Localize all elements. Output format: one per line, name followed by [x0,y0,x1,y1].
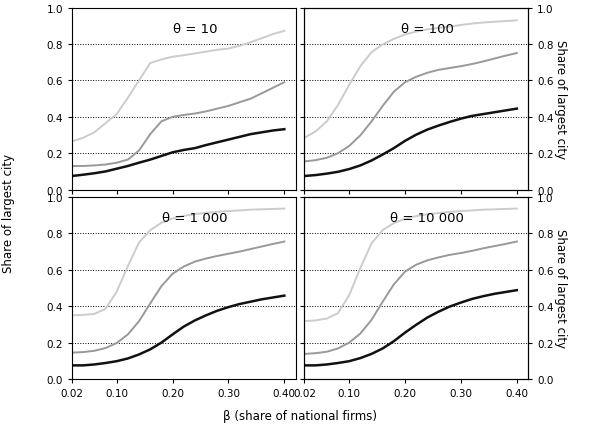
Text: β (share of national firms): β (share of national firms) [223,409,377,422]
Y-axis label: Share of largest city: Share of largest city [554,40,568,159]
Text: θ = 100: θ = 100 [401,23,454,36]
Text: θ = 10: θ = 10 [173,23,217,36]
Y-axis label: Share of largest city: Share of largest city [554,229,568,348]
Text: Share of largest city: Share of largest city [2,154,16,272]
Text: θ = 1 000: θ = 1 000 [162,212,227,225]
Text: θ = 10 000: θ = 10 000 [391,212,464,225]
